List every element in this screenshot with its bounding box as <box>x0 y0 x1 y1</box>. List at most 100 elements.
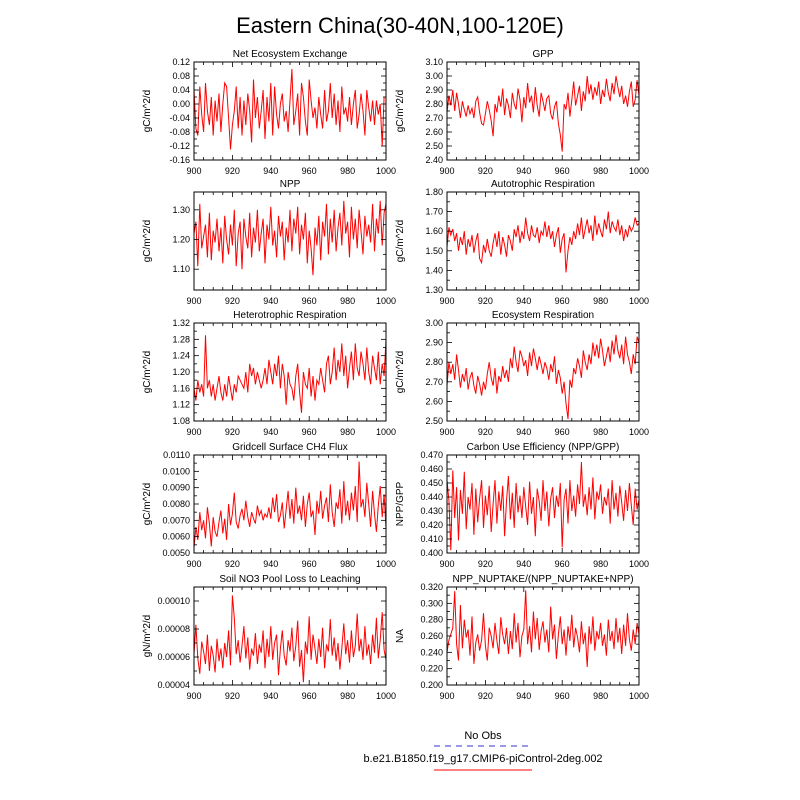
plot-frame <box>193 322 387 422</box>
y-tick-label: 1.50 <box>425 246 443 256</box>
x-tick-label: 960 <box>555 559 570 569</box>
panel-4: Autotrophic Respiration 900 920 940 960 980 10… <box>395 179 649 306</box>
x-tick-label: 900 <box>439 427 454 437</box>
y-axis-label: gC/m^2/d <box>395 351 406 394</box>
panel-1: Net Ecosystem Exchange 900 920 940 960 980 100… <box>142 49 396 176</box>
x-tick-label: 900 <box>439 166 454 176</box>
y-tick-label: 2.80 <box>425 99 443 109</box>
y-axis-label: gC/m^2/d <box>142 220 153 263</box>
y-tick-label: 0.04 <box>172 85 190 95</box>
y-tick-label: 2.60 <box>425 127 443 137</box>
y-tick-label: 1.30 <box>425 285 443 295</box>
x-tick-label: 960 <box>555 166 570 176</box>
y-tick-label: 2.80 <box>425 357 443 367</box>
y-tick-label: 0.470 <box>420 450 443 460</box>
x-tick-label: 980 <box>340 296 355 306</box>
y-tick-label: 2.50 <box>425 141 443 151</box>
y-tick-label: 0.450 <box>420 478 443 488</box>
y-tick-label: -0.12 <box>169 141 190 151</box>
panel-title: GPP <box>532 49 553 60</box>
x-tick-label: 1000 <box>376 296 396 306</box>
y-tick-label: 0.410 <box>420 534 443 544</box>
y-tick-label: 2.70 <box>425 113 443 123</box>
y-tick-label: -0.08 <box>169 127 190 137</box>
y-tick-label: 0.300 <box>420 598 443 608</box>
y-axis-label: gC/m^2/d <box>142 90 153 133</box>
y-tick-label: 0.0100 <box>162 466 190 476</box>
x-tick-label: 920 <box>478 296 493 306</box>
panel-6: Ecosystem Respiration 900 920 940 960 980 1000… <box>395 310 649 437</box>
y-axis-label: gC/m^2/d <box>142 483 153 526</box>
y-tick-label: 0.440 <box>420 492 443 502</box>
x-tick-label: 940 <box>516 166 531 176</box>
x-tick-label: 1000 <box>629 691 649 701</box>
y-tick-label: 1.20 <box>172 367 190 377</box>
panel-9: Soil NO3 Pool Loss to Leaching 900 920 940 9… <box>142 574 396 701</box>
y-tick-label: 0.00010 <box>157 596 190 606</box>
x-tick-label: 1000 <box>629 296 649 306</box>
x-tick-label: 980 <box>593 691 608 701</box>
x-tick-label: 900 <box>186 296 201 306</box>
series-line <box>446 211 640 273</box>
plot-frame <box>446 61 640 161</box>
y-tick-label: 2.70 <box>425 377 443 387</box>
x-tick-label: 1000 <box>629 427 649 437</box>
x-tick-label: 960 <box>555 427 570 437</box>
panel-title: Autotrophic Respiration <box>491 179 595 190</box>
x-tick-label: 920 <box>225 691 240 701</box>
y-tick-label: 0.00 <box>172 99 190 109</box>
plot-frame <box>446 454 640 554</box>
y-tick-label: 2.40 <box>425 155 443 165</box>
plot-frame <box>193 586 387 686</box>
panel-title: NPP <box>280 179 301 190</box>
x-tick-label: 1000 <box>629 559 649 569</box>
panels-grid: Net Ecosystem Exchange 900 920 940 960 980 100… <box>142 49 649 701</box>
series-line <box>193 335 387 413</box>
y-tick-label: 1.10 <box>172 264 190 274</box>
x-tick-label: 900 <box>186 559 201 569</box>
y-tick-label: 1.12 <box>172 400 190 410</box>
legend: No Obs b.e21.B1850.f19_g17.CMIP6-piContr… <box>363 730 603 771</box>
x-tick-label: 920 <box>225 296 240 306</box>
x-tick-label: 920 <box>478 166 493 176</box>
y-axis-label: gC/m^2/d <box>142 351 153 394</box>
y-axis-label: NPP/GPP <box>395 481 406 526</box>
x-tick-label: 960 <box>302 166 317 176</box>
x-tick-label: 940 <box>263 296 278 306</box>
series-line <box>193 200 387 276</box>
x-tick-label: 940 <box>263 559 278 569</box>
x-tick-label: 940 <box>516 296 531 306</box>
series-line <box>446 461 640 551</box>
y-tick-label: 0.280 <box>420 615 443 625</box>
y-tick-label: 0.430 <box>420 506 443 516</box>
y-tick-label: 1.16 <box>172 383 190 393</box>
x-tick-label: 980 <box>340 166 355 176</box>
x-tick-label: 920 <box>225 559 240 569</box>
y-tick-label: 0.00008 <box>157 624 190 634</box>
x-tick-label: 900 <box>186 691 201 701</box>
x-tick-label: 1000 <box>376 559 396 569</box>
x-tick-label: 1000 <box>629 166 649 176</box>
y-axis-label: gC/m^2/d <box>395 90 406 133</box>
y-tick-label: -0.04 <box>169 113 190 123</box>
y-tick-label: 0.420 <box>420 520 443 530</box>
x-tick-label: 980 <box>593 559 608 569</box>
y-tick-label: 1.40 <box>425 265 443 275</box>
panel-3: NPP 900 920 940 960 980 1000 1.10 1.20 1.30 gC/m^2… <box>142 179 396 306</box>
panel-title: Net Ecosystem Exchange <box>233 49 348 60</box>
x-tick-label: 920 <box>225 427 240 437</box>
x-tick-label: 920 <box>478 691 493 701</box>
y-tick-label: 0.0110 <box>163 450 190 460</box>
x-tick-label: 920 <box>478 559 493 569</box>
y-axis-label: gC/m^2/d <box>395 220 406 263</box>
series-line <box>193 68 385 150</box>
panel-7: Gridcell Surface CH4 Flux 900 920 940 960 980… <box>142 442 396 569</box>
x-tick-label: 960 <box>302 427 317 437</box>
x-tick-label: 940 <box>516 427 531 437</box>
y-tick-label: 1.08 <box>172 416 190 426</box>
panel-title: Heterotrophic Respiration <box>233 310 346 321</box>
x-tick-label: 920 <box>225 166 240 176</box>
y-tick-label: 0.08 <box>172 71 190 81</box>
x-tick-label: 960 <box>302 691 317 701</box>
x-tick-label: 1000 <box>376 166 396 176</box>
